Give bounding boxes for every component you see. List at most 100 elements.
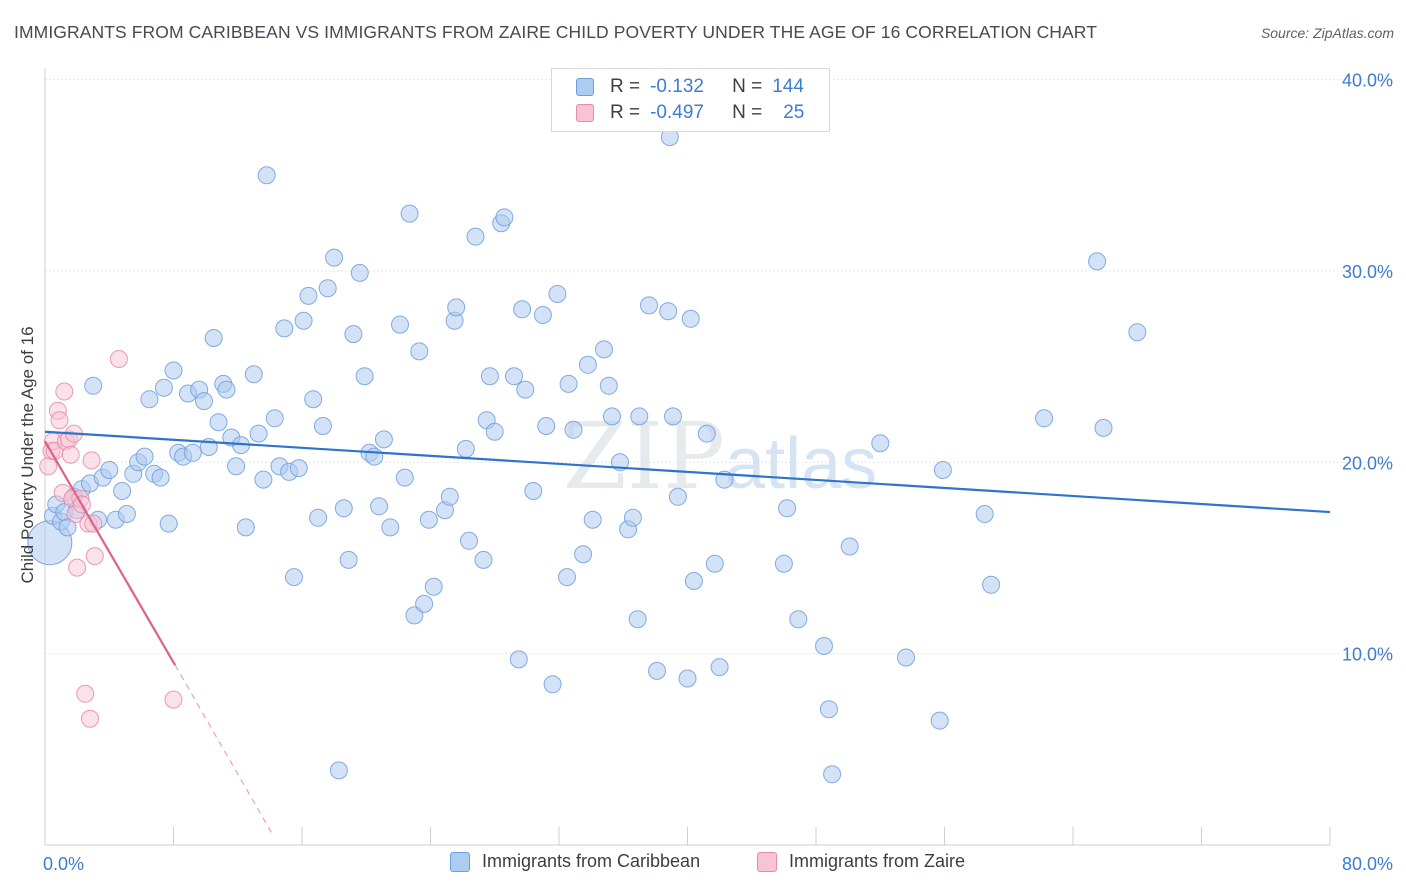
caribbean-point xyxy=(630,407,649,426)
caribbean-point xyxy=(871,434,890,453)
zaire-point xyxy=(50,411,69,430)
caribbean-point xyxy=(697,424,716,443)
caribbean-point xyxy=(419,510,438,529)
caribbean-point xyxy=(840,537,859,556)
caribbean-point xyxy=(710,658,729,677)
caribbean-point xyxy=(318,279,337,298)
zaire-point xyxy=(81,709,99,728)
caribbean-point xyxy=(117,505,136,523)
r-label: R = xyxy=(610,102,641,123)
caribbean-point xyxy=(355,367,374,386)
caribbean-point xyxy=(400,204,419,223)
caribbean-point xyxy=(217,380,236,399)
caribbean-point xyxy=(236,518,255,537)
caribbean-point xyxy=(113,482,132,500)
caribbean-point xyxy=(480,367,499,386)
caribbean-point xyxy=(668,487,687,506)
zaire-legend-swatch xyxy=(757,851,777,872)
caribbean-point xyxy=(100,461,119,479)
caribbean-legend-swatch xyxy=(450,851,470,872)
caribbean-point xyxy=(140,390,159,409)
caribbean-point xyxy=(325,248,344,267)
caribbean-point xyxy=(209,413,228,432)
caribbean-point xyxy=(537,417,556,435)
legend-item-zaire: Immigrants from Zaire xyxy=(757,851,965,872)
caribbean-point xyxy=(381,518,400,537)
zaire-point xyxy=(76,684,95,703)
caribbean-point xyxy=(603,407,621,426)
caribbean-point xyxy=(309,508,328,527)
caribbean-point xyxy=(154,378,173,397)
y-tick-label: 40.0% xyxy=(1342,71,1393,91)
caribbean-point xyxy=(1088,252,1107,271)
y-tick-label: 30.0% xyxy=(1342,262,1393,282)
y-tick-label: 10.0% xyxy=(1342,645,1393,665)
caribbean-point xyxy=(495,208,514,227)
caribbean-point xyxy=(329,761,348,780)
caribbean-point xyxy=(543,675,562,694)
caribbean-point xyxy=(164,361,183,380)
y-tick-label: 20.0% xyxy=(1342,453,1393,473)
source-label: Source: ZipAtlas.com xyxy=(1260,25,1394,41)
legend-label-caribbean: Immigrants from Caribbean xyxy=(482,851,701,871)
caribbean-point xyxy=(975,505,994,523)
caribbean-point xyxy=(664,407,682,426)
caribbean-point xyxy=(558,568,576,587)
caribbean-point xyxy=(265,409,284,428)
caribbean-point xyxy=(815,637,833,655)
caribbean-point xyxy=(819,700,838,719)
caribbean-point xyxy=(595,340,613,359)
trend-lines xyxy=(44,430,1331,836)
caribbean-point xyxy=(151,468,170,487)
caribbean-point xyxy=(410,342,429,361)
zaire-point xyxy=(82,451,101,470)
caribbean-point xyxy=(897,648,915,667)
x-tick-label-max: 80.0% xyxy=(1342,854,1393,874)
legend-row-caribbean: R = -0.132 N = 144 xyxy=(576,74,804,100)
zaire-point xyxy=(109,350,128,368)
caribbean-point xyxy=(1094,418,1113,437)
r-label: R = xyxy=(610,76,641,97)
caribbean-point xyxy=(254,470,273,489)
caribbean-point xyxy=(578,355,597,374)
caribbean-point xyxy=(789,610,808,629)
zaire-point xyxy=(61,445,80,464)
caribbean-point xyxy=(574,545,593,564)
y-axis-label: Child Poverty Under the Age of 16 xyxy=(18,326,37,583)
caribbean-point xyxy=(456,439,475,458)
caribbean-point xyxy=(227,457,246,476)
caribbean-point xyxy=(583,510,602,529)
caribbean-point xyxy=(275,319,294,338)
caribbean-point xyxy=(195,392,213,411)
caribbean-point xyxy=(564,420,583,439)
caribbean-point xyxy=(599,376,618,395)
caribbean-point xyxy=(982,575,1001,594)
caribbean-point xyxy=(84,376,103,395)
caribbean-point xyxy=(424,577,443,596)
caribbean-point xyxy=(778,499,797,518)
caribbean-point xyxy=(285,568,303,587)
zaire-points xyxy=(39,350,183,728)
caribbean-point xyxy=(466,227,485,246)
legend-row-zaire: R = -0.497 N = 25 xyxy=(576,100,804,126)
caribbean-point xyxy=(344,325,363,344)
chart-title: IMMIGRANTS FROM CARIBBEAN VS IMMIGRANTS … xyxy=(14,22,1098,42)
r-value: -0.497 xyxy=(650,102,704,123)
zaire-point xyxy=(85,547,104,566)
n-value: 144 xyxy=(772,76,804,97)
caribbean-point xyxy=(681,309,700,328)
caribbean-point xyxy=(505,367,523,386)
caribbean-point xyxy=(509,650,528,669)
caribbean-point xyxy=(447,298,466,317)
tick-labels: 10.0% 20.0% 30.0% 40.0% 0.0% 80.0% xyxy=(43,71,1393,874)
zaire-swatch xyxy=(576,104,594,122)
caribbean-point xyxy=(930,711,949,730)
caribbean-point xyxy=(415,594,434,613)
caribbean-point xyxy=(533,306,552,324)
caribbean-point xyxy=(823,765,842,784)
caribbean-point xyxy=(559,374,578,393)
caribbean-point xyxy=(460,531,478,550)
r-value: -0.132 xyxy=(650,76,704,97)
legend-label-zaire: Immigrants from Zaire xyxy=(789,851,966,871)
